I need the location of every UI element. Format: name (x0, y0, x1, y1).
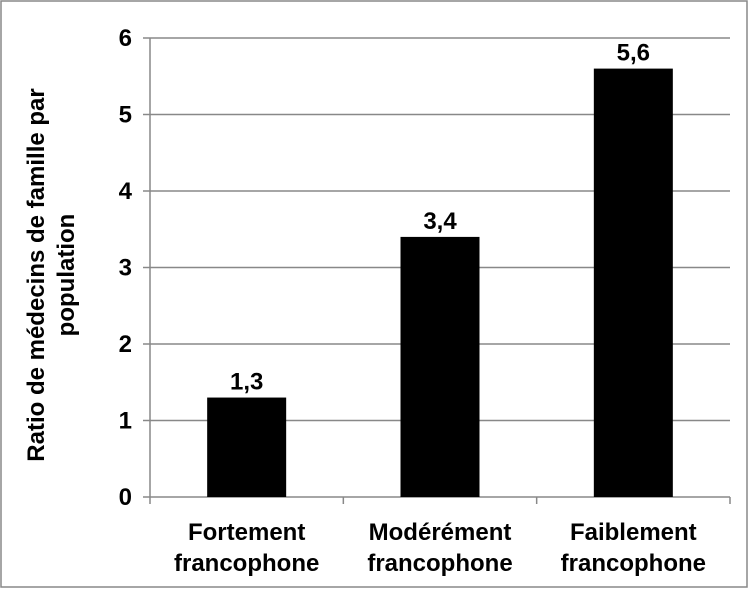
y-tick-label: 4 (119, 178, 133, 205)
bar (400, 236, 480, 497)
x-tick-label: Faiblement francophone (561, 519, 706, 577)
data-label: 3,4 (423, 208, 457, 235)
y-tick-label: 6 (119, 25, 132, 52)
y-axis-title: Ratio de médecins de famille par populati… (23, 88, 80, 461)
data-labels: 1,3 3,4 5,6 (230, 40, 650, 396)
y-tick-labels: 0 1 2 3 4 5 6 (119, 25, 133, 511)
y-tick-label: 1 (119, 408, 132, 435)
bar (207, 397, 287, 497)
x-tick-labels: Fortement francophone Modérément francophon… (174, 519, 706, 577)
data-label: 5,6 (617, 40, 650, 67)
x-tick-label: Fortement francophone (174, 519, 319, 577)
y-tick-label: 5 (119, 102, 132, 129)
y-tick-label: 0 (119, 484, 132, 511)
bar (593, 68, 673, 497)
y-tick-label: 2 (119, 331, 132, 358)
y-tick-label: 3 (119, 255, 132, 282)
data-label: 1,3 (230, 369, 263, 396)
bars (207, 68, 673, 497)
y-axis-label: Ratio de médecins de famille par populati… (23, 88, 80, 461)
x-tick-label: Modérément francophone (367, 519, 512, 577)
